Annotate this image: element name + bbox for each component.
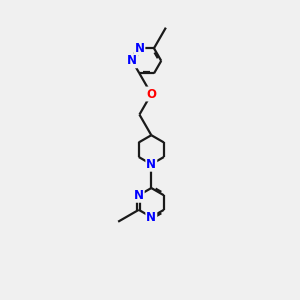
- Text: N: N: [146, 211, 156, 224]
- Text: N: N: [127, 54, 137, 67]
- Text: N: N: [134, 189, 144, 202]
- Text: N: N: [134, 42, 144, 55]
- Text: O: O: [146, 88, 156, 100]
- Text: N: N: [146, 158, 156, 171]
